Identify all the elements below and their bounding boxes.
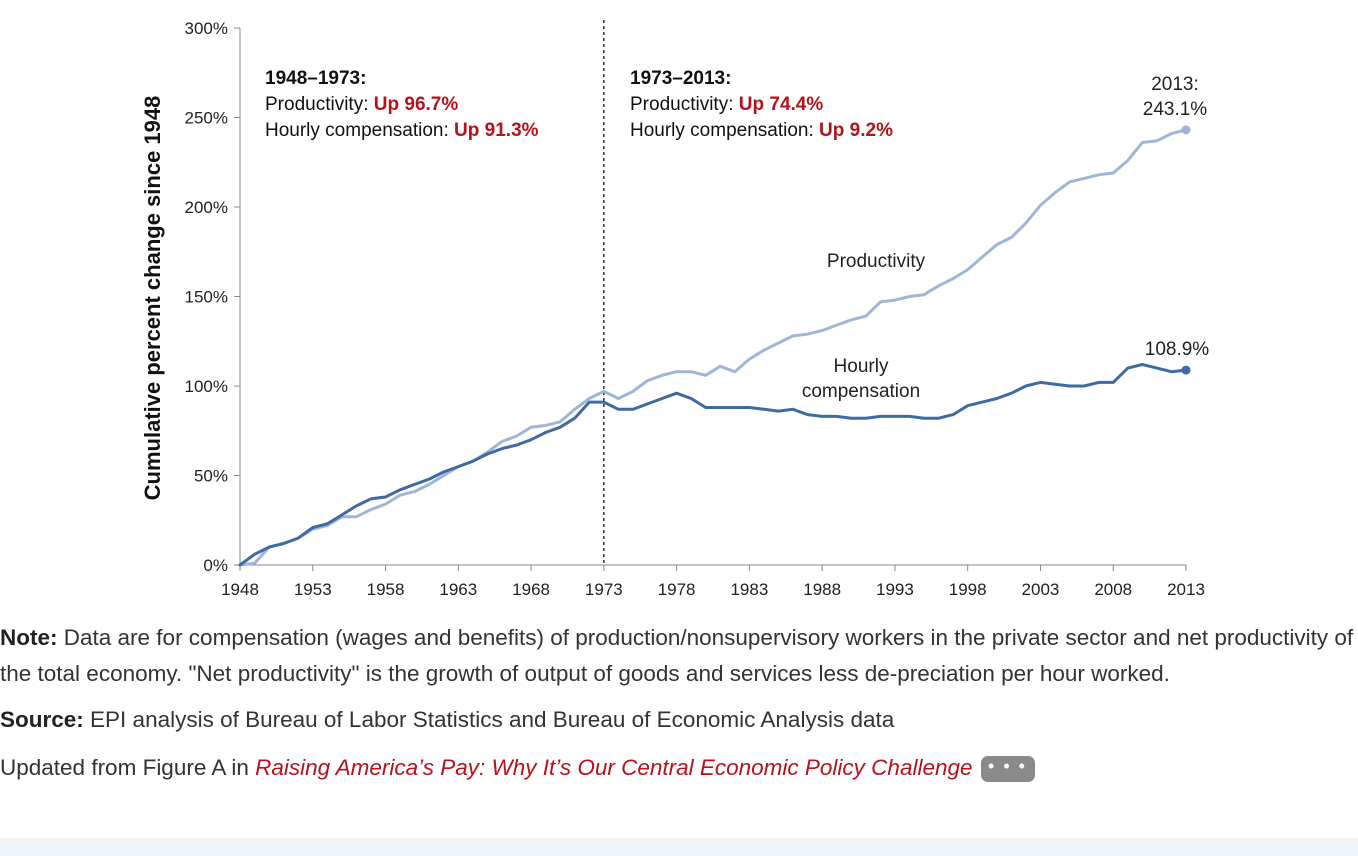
source-paragraph: Source: EPI analysis of Bureau of Labor … — [0, 702, 1358, 738]
annotation-1-productivity: Productivity: Up 96.7% — [265, 94, 458, 115]
compensation-end-point — [1181, 365, 1191, 375]
compensation-series-label-line2: compensation — [802, 381, 920, 402]
productivity-end-label-value: 243.1% — [1143, 99, 1208, 120]
y-tick-label: 300% — [185, 19, 228, 38]
x-tick-label: 1973 — [585, 580, 623, 599]
y-tick-label: 100% — [185, 377, 228, 396]
note-paragraph: Note: Data are for compensation (wages a… — [0, 620, 1358, 692]
productivity-end-label-year: 2013: — [1151, 74, 1199, 95]
x-tick-label: 1993 — [876, 580, 914, 599]
x-tick-label: 1963 — [439, 580, 477, 599]
x-tick-label: 2003 — [1022, 580, 1060, 599]
productivity-compensation-chart: 0%50%100%150%200%250%300% 1948 1953 1958 19… — [140, 19, 1210, 599]
source-text: EPI analysis of Bureau of Labor Statisti… — [83, 707, 895, 732]
x-tick-label: 1953 — [294, 580, 332, 599]
more-options-button[interactable]: • • • — [980, 756, 1035, 783]
x-tick-label: 1998 — [949, 580, 987, 599]
compensation-end-label-value: 108.9% — [1145, 339, 1210, 360]
x-tick-label: 1988 — [803, 580, 841, 599]
annotation-2-productivity: Productivity: Up 74.4% — [630, 94, 823, 115]
compensation-series-label-line1: Hourly — [834, 356, 889, 377]
x-tick-label: 1983 — [730, 580, 768, 599]
y-tick-label: 0% — [203, 556, 228, 575]
y-tick-label: 150% — [185, 288, 228, 307]
annotation-1-compensation: Hourly compensation: Up 91.3% — [265, 120, 539, 141]
x-tick-label: 2013 — [1167, 580, 1205, 599]
productivity-end-point — [1181, 125, 1191, 135]
y-tick-group: 0% 50% 100% 150% 200% 250% 300% — [185, 19, 240, 575]
productivity-line — [238, 128, 1188, 567]
chart-notes: Note: Data are for compensation (wages a… — [0, 620, 1358, 786]
report-link[interactable]: Raising America’s Pay: Why It’s Our Cent… — [255, 755, 973, 780]
annotation-1-period: 1948–1973: — [265, 68, 366, 89]
y-tick-label: 200% — [185, 198, 228, 217]
x-tick-label: 1958 — [367, 580, 405, 599]
updated-text: Updated from Figure A in — [0, 755, 256, 780]
x-tick-group: 1948 1953 1958 1963 1968 1973 1978 1983 1988 1993… — [221, 565, 1205, 599]
note-label: Note: — [0, 625, 58, 650]
note-text: Data are for compensation (wages and ben… — [0, 625, 1354, 686]
productivity-series-label: Productivity — [827, 251, 926, 272]
x-tick-label: 1948 — [221, 580, 259, 599]
x-tick-label: 2008 — [1094, 580, 1132, 599]
x-tick-label: 1978 — [658, 580, 696, 599]
x-tick-label: 1968 — [512, 580, 550, 599]
source-label: Source: — [0, 707, 84, 732]
y-tick-label: 50% — [194, 467, 228, 486]
updated-paragraph: Updated from Figure A in Raising America… — [0, 750, 1358, 786]
bottom-bar — [0, 838, 1358, 856]
y-axis-label: Cumulative percent change since 1948 — [140, 96, 165, 501]
annotation-2-period: 1973–2013: — [630, 68, 731, 89]
series-group — [238, 125, 1191, 567]
y-tick-label: 250% — [185, 109, 228, 128]
annotation-2-compensation: Hourly compensation: Up 9.2% — [630, 120, 893, 141]
compensation-line — [238, 363, 1188, 567]
